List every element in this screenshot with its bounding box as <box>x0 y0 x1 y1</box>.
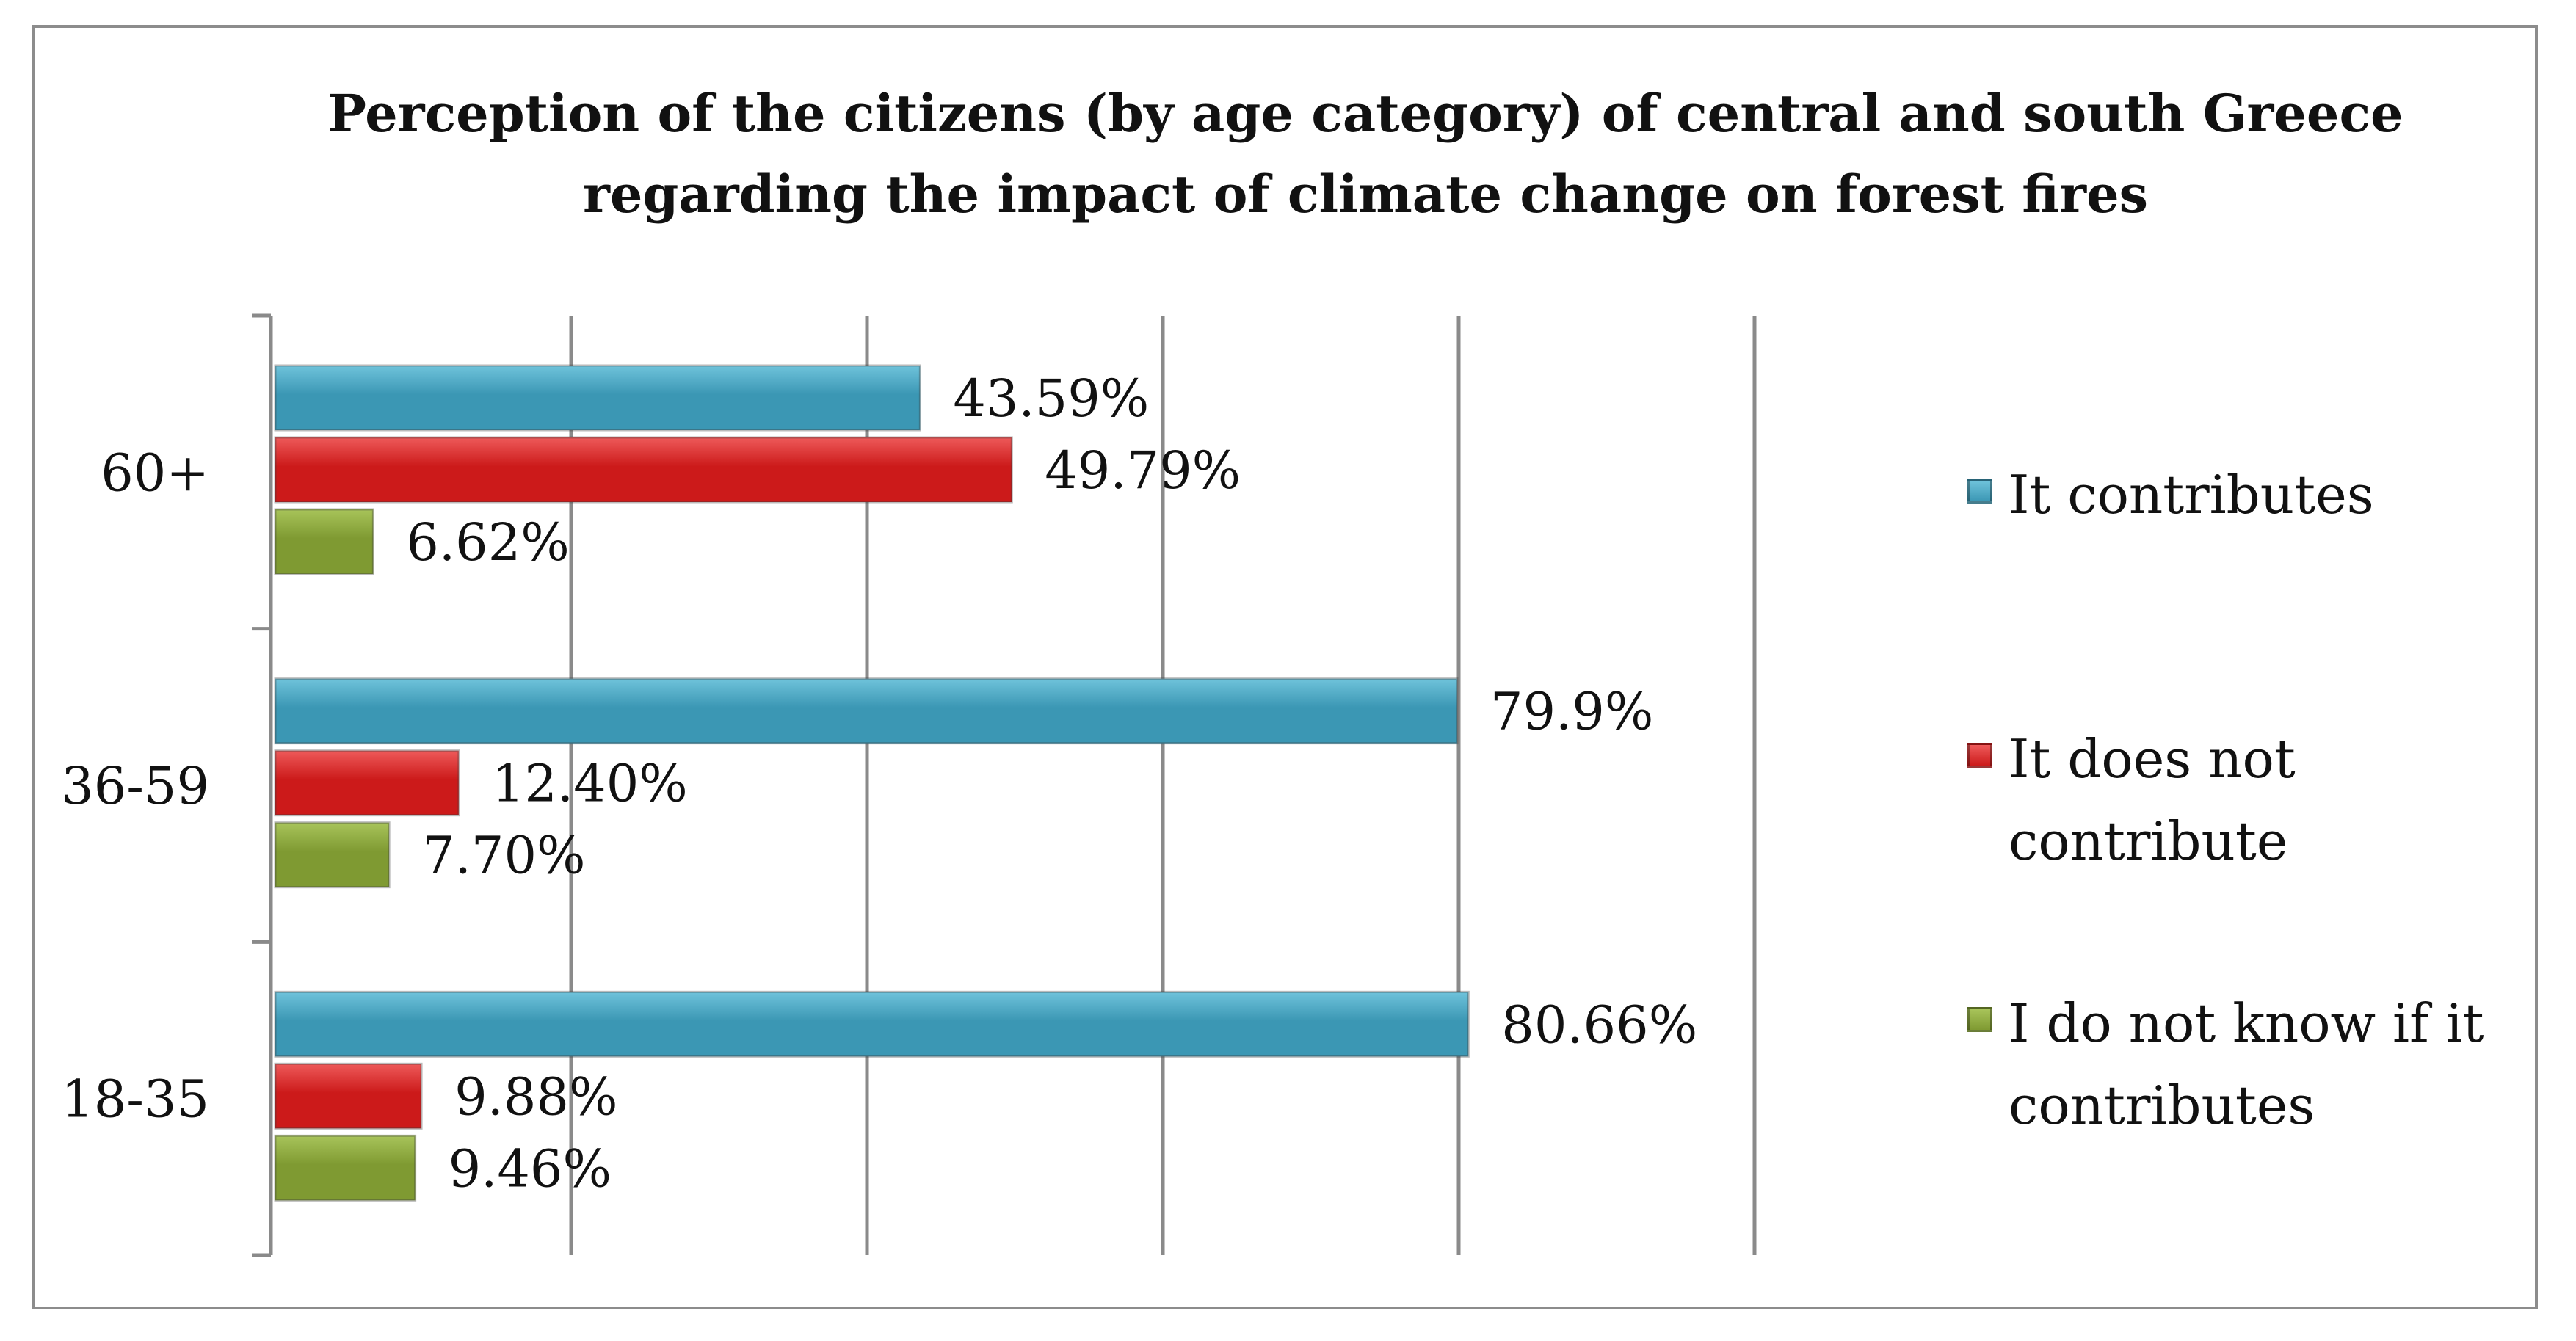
legend-label-line: contribute <box>2009 810 2288 872</box>
legend-label-line: It contributes <box>2009 464 2374 526</box>
data-label: 6.62% <box>406 512 569 573</box>
category-label: 60+ <box>101 443 209 503</box>
bar-1-2 <box>274 1062 423 1130</box>
data-label: 12.40% <box>492 754 688 814</box>
legend-swatch-it-contributes <box>1967 479 1992 504</box>
bar-2-2 <box>274 1134 417 1202</box>
bar-1-1 <box>274 749 460 817</box>
data-label: 9.46% <box>449 1138 612 1199</box>
chart-title-line-2: regarding the impact of climate change o… <box>582 164 2149 225</box>
bar-2-0 <box>274 508 374 575</box>
category-label: 36-59 <box>61 756 209 816</box>
data-label: 80.66% <box>1501 995 1697 1055</box>
data-label: 43.59% <box>953 368 1149 429</box>
chart-title-line-1: Perception of the citizens (by age categ… <box>327 83 2403 144</box>
bar-0-1 <box>274 677 1459 745</box>
legend-label-it-contributes: It contributes <box>2009 454 2515 536</box>
chart-frame <box>32 25 2538 1309</box>
bar-2-1 <box>274 821 391 889</box>
legend-label-it-does-not-contribute: It does not contribute <box>2009 718 2515 882</box>
legend-item-it-contributes: It contributes <box>1967 454 2515 536</box>
data-label: 49.79% <box>1045 440 1241 501</box>
legend-swatch-i-do-not-know <box>1967 1007 1992 1032</box>
legend-item-it-does-not-contribute: It does not contribute <box>1967 718 2515 882</box>
legend-label-i-do-not-know: I do not know if it contributes <box>2009 982 2515 1146</box>
data-label: 79.9% <box>1490 682 1653 742</box>
data-label: 9.88% <box>454 1066 617 1127</box>
chart-title: Perception of the citizens (by age categ… <box>0 73 2576 235</box>
legend-item-i-do-not-know: I do not know if it contributes <box>1967 982 2515 1146</box>
bar-0-2 <box>274 990 1470 1058</box>
category-label: 18-35 <box>61 1069 209 1130</box>
legend-swatch-it-does-not-contribute <box>1967 743 1992 768</box>
data-label: 7.70% <box>422 826 585 886</box>
legend-label-line: contributes <box>2009 1075 2315 1136</box>
legend-label-line: I do not know if it <box>2009 992 2484 1054</box>
legend-label-line: It does not <box>2009 728 2296 790</box>
bar-1-0 <box>274 436 1013 504</box>
bar-0-0 <box>274 364 921 432</box>
